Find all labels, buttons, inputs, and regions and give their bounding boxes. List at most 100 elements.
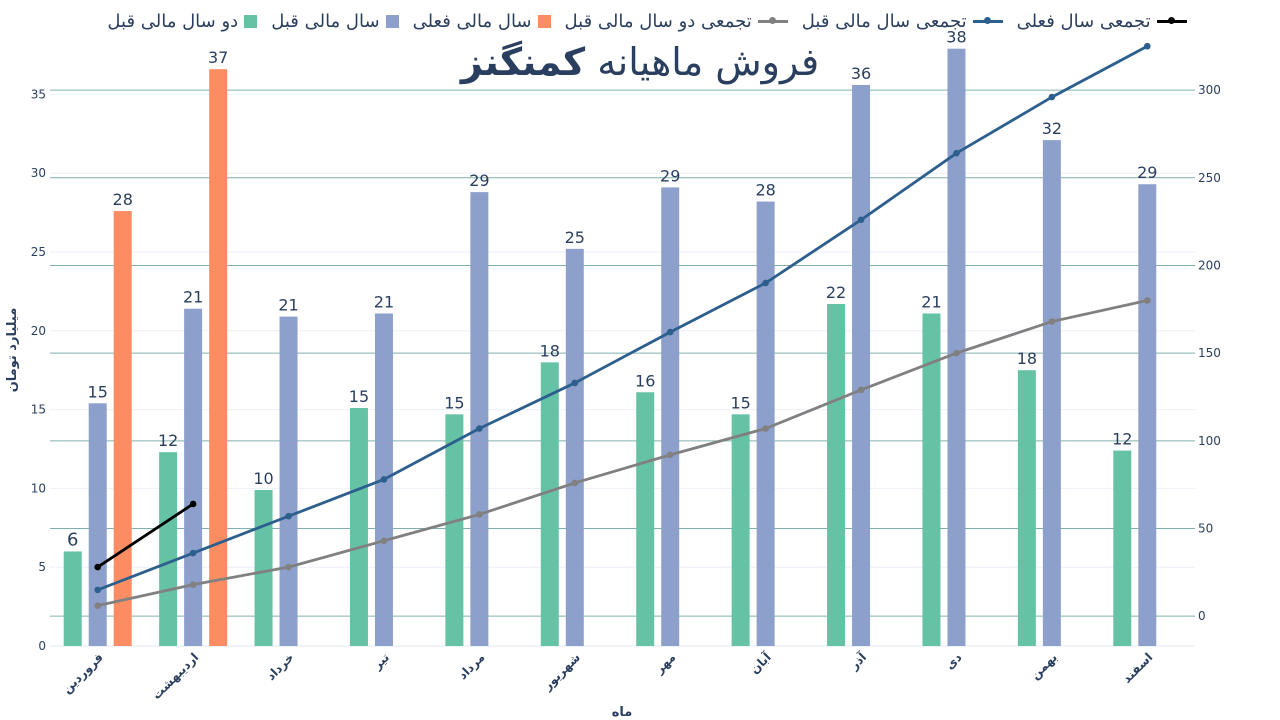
bar-value-label: 15 [88, 382, 108, 401]
bar [1017, 370, 1036, 646]
series-point [762, 279, 769, 287]
series-point [380, 537, 388, 545]
bar-layer [63, 48, 1157, 647]
bar [470, 192, 489, 646]
series-point [762, 425, 769, 432]
legend-swatch [757, 15, 788, 27]
series-line [97, 44, 1148, 592]
bar-value-label: 18 [1017, 349, 1037, 368]
y-tick-label: 0 [38, 639, 46, 653]
bar [731, 414, 750, 646]
chart-title-text: فروش ماهیانه [597, 40, 820, 84]
series-point [476, 425, 483, 432]
legend-swatch [972, 15, 1003, 27]
bar [279, 316, 298, 646]
y2-tick-label: 200 [1198, 258, 1221, 272]
bar [540, 362, 559, 646]
series-point [285, 512, 292, 520]
bar-value-label: 21 [374, 292, 394, 311]
bar [922, 313, 941, 646]
bar [1138, 184, 1157, 646]
series-point [94, 563, 102, 571]
chart-title-brand: کمنگنز [460, 40, 586, 84]
y-tick-label: 15 [31, 403, 46, 417]
bar-value-label: 12 [158, 431, 178, 450]
bar [852, 84, 871, 647]
series-point [1143, 297, 1151, 304]
series-point [1048, 93, 1056, 101]
bar-value-label: 15 [349, 387, 369, 406]
bar-value-label: 29 [469, 171, 489, 190]
bar [565, 248, 584, 646]
bar [1042, 140, 1061, 646]
bar-value-label: 22 [826, 283, 846, 302]
legend: دو سال مالی قبل سال مالی قبل سال مالی فعلی… [0, 6, 1280, 36]
series-point [476, 511, 483, 518]
bar-value-label: 15 [730, 393, 750, 412]
bar [184, 308, 203, 646]
bar-value-label: 21 [183, 288, 203, 307]
legend-swatch [244, 14, 258, 28]
y-tick-label: 20 [31, 324, 46, 338]
series-point [666, 328, 674, 336]
bar [159, 452, 178, 646]
bar [349, 408, 368, 646]
bar [1113, 450, 1132, 646]
bar [827, 304, 846, 646]
series-point [189, 549, 197, 557]
bar [63, 551, 82, 646]
bar-value-label: 10 [253, 469, 273, 488]
legend-item[interactable]: سال مالی قبل [271, 10, 399, 32]
series-point [94, 602, 102, 609]
bar-value-label: 21 [921, 292, 941, 311]
x-tick-label: آذر [846, 649, 870, 673]
grid-layer [50, 89, 1195, 647]
bar [661, 187, 680, 646]
bar [88, 403, 107, 646]
series-line [96, 502, 194, 569]
x-tick-label: اردیبهشت [149, 650, 201, 702]
x-tick-label: مهر [652, 650, 679, 677]
y2-tick-label: 300 [1198, 83, 1221, 97]
bar-value-label: 28 [113, 190, 133, 209]
y2-tick-label: 150 [1198, 346, 1221, 360]
bar-value-label: 29 [1137, 163, 1157, 182]
bar-value-label: 36 [851, 64, 871, 83]
bar-value-label: 37 [208, 48, 228, 67]
x-tick-label: آبان [747, 649, 775, 677]
legend-item[interactable]: دو سال مالی قبل [107, 10, 258, 32]
legend-swatch [537, 14, 551, 28]
bar-value-label: 16 [635, 371, 655, 390]
legend-label: تجمعی سال فعلی [1016, 10, 1151, 32]
legend-item[interactable]: تجمعی سال فعلی [1017, 11, 1187, 32]
series-point [571, 479, 579, 487]
line-layer [94, 42, 1151, 609]
legend-item[interactable]: تجمعی دو سال مالی قبل [565, 11, 788, 32]
series-point [189, 500, 197, 508]
bar-value-label: 32 [1042, 119, 1062, 138]
bar [254, 489, 273, 646]
x-tick-label: مرداد [455, 650, 487, 682]
x-tick-label: خرداد [264, 650, 297, 683]
x-axis-title: ماه [612, 705, 633, 720]
y2-tick-label: 0 [1198, 609, 1206, 623]
y-tick-label: 10 [31, 481, 46, 495]
bar-value-label: 18 [540, 341, 560, 360]
series-point [1143, 42, 1151, 50]
bar-value-label: 6 [67, 529, 78, 550]
bar [756, 201, 775, 646]
legend-label: سال مالی فعلی [412, 10, 532, 32]
x-tick-label: بهمن [1028, 650, 1060, 682]
legend-item[interactable]: تجمعی سال مالی قبل [802, 11, 1003, 32]
bar [947, 48, 966, 647]
y2-tick-label: 50 [1198, 522, 1213, 536]
chart-title: فروش ماهیانه کمنگنز [0, 40, 1280, 84]
bar-value-label: 15 [444, 393, 464, 412]
legend-label: دو سال مالی قبل [107, 10, 239, 32]
legend-item[interactable]: سال مالی فعلی [413, 11, 551, 32]
legend-label: سال مالی قبل [271, 10, 380, 32]
bar-value-label: 25 [565, 228, 585, 247]
bar-value-label: 29 [660, 166, 680, 185]
legend-swatch [1156, 15, 1187, 27]
